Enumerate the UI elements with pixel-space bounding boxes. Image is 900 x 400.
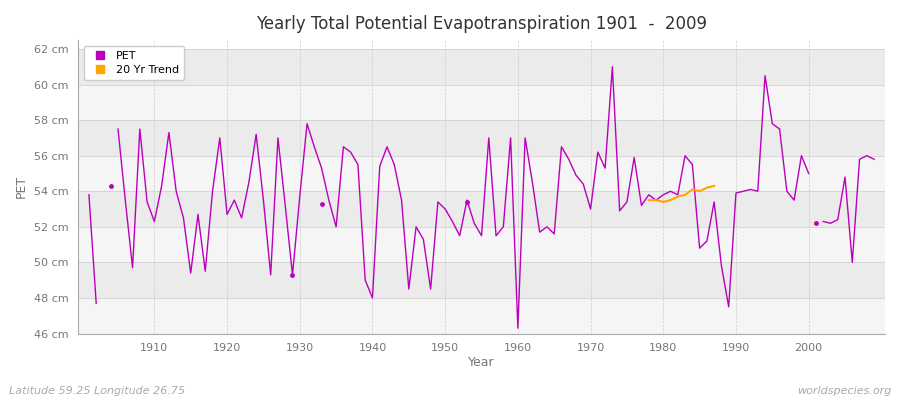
Bar: [78, 227, 885, 262]
Text: Latitude 59.25 Longitude 26.75: Latitude 59.25 Longitude 26.75: [9, 386, 185, 396]
Bar: [78, 262, 885, 298]
X-axis label: Year: Year: [468, 356, 495, 369]
Bar: [78, 120, 885, 156]
Bar: [78, 298, 885, 334]
Text: worldspecies.org: worldspecies.org: [796, 386, 891, 396]
Legend: PET, 20 Yr Trend: PET, 20 Yr Trend: [84, 46, 184, 80]
Title: Yearly Total Potential Evapotranspiration 1901  -  2009: Yearly Total Potential Evapotranspiratio…: [256, 15, 707, 33]
Bar: [78, 191, 885, 227]
Y-axis label: PET: PET: [15, 175, 28, 198]
Bar: [78, 156, 885, 191]
Bar: [78, 84, 885, 120]
Bar: [78, 49, 885, 84]
